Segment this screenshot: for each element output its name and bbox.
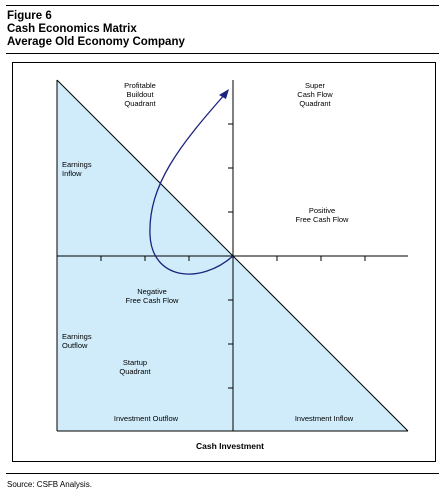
source-note: Source: CSFB Analysis. [7, 480, 92, 489]
figure-heading: Figure 6 Cash Economics Matrix Average O… [7, 10, 185, 49]
x-axis-title: Cash Investment [195, 441, 265, 451]
company-trajectory-curve [149, 92, 234, 275]
vertical-axis-ticks [228, 123, 233, 389]
title-rule [6, 53, 439, 54]
earnings-inflow-label: Earnings Inflow [62, 160, 92, 178]
profitable-buildout-quadrant-label: Profitable Buildout Quadrant [124, 81, 156, 108]
bottom-rule [6, 473, 439, 474]
diagram-frame [12, 62, 436, 462]
figure-subtitle: Average Old Economy Company [7, 36, 185, 48]
investment-outflow-label: Investment Outflow [113, 414, 179, 423]
investment-inflow-label: Investment Inflow [294, 414, 354, 423]
negative-fcf-label: Negative Free Cash Flow [125, 287, 179, 305]
super-cash-flow-quadrant-label: Super Cash Flow Quadrant [297, 81, 333, 108]
trajectory-arrowhead [219, 89, 229, 99]
top-rule [6, 5, 439, 6]
figure-number: Figure 6 [7, 10, 52, 22]
figure-title: Cash Economics Matrix [7, 23, 137, 35]
horizontal-axis-ticks [100, 256, 366, 261]
earnings-outflow-label: Earnings Outflow [62, 332, 92, 350]
startup-quadrant-label: Startup Quadrant [119, 358, 151, 376]
positive-fcf-label: Positive Free Cash Flow [295, 206, 349, 224]
